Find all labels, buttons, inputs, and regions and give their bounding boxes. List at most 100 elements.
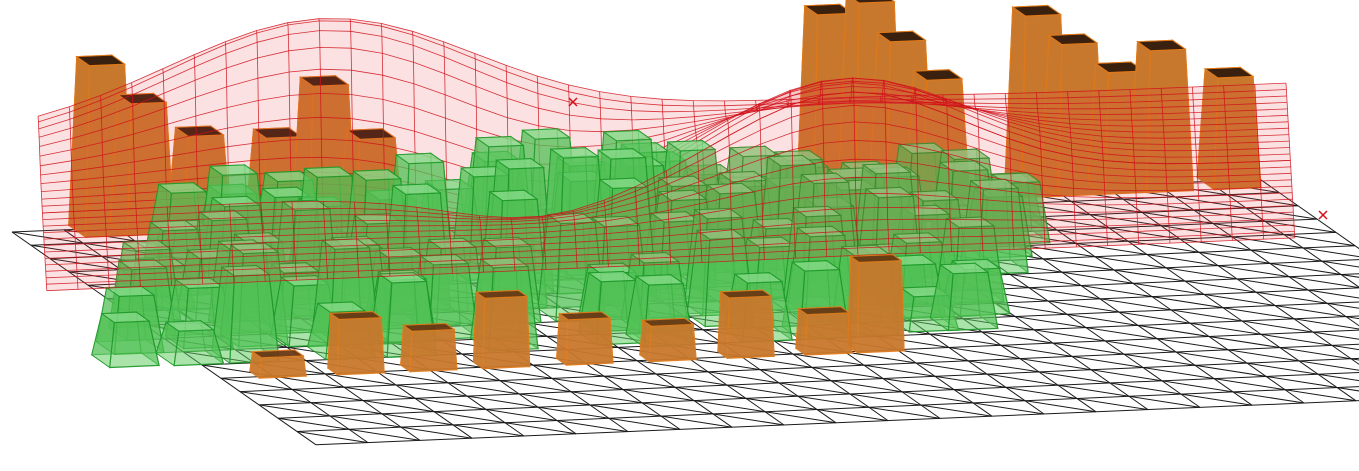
surface-cell bbox=[1256, 108, 1288, 117]
surface-cell bbox=[72, 195, 105, 205]
surface-cell bbox=[103, 184, 136, 196]
surface-cell bbox=[576, 253, 608, 262]
surface-cell bbox=[513, 250, 546, 258]
surface-cell bbox=[358, 263, 390, 271]
surface-cell bbox=[480, 224, 513, 230]
orange-column-front bbox=[847, 253, 905, 354]
surface-line bbox=[790, 104, 796, 259]
surface-cell bbox=[357, 256, 390, 265]
surface-cell bbox=[885, 141, 918, 164]
surface-cell bbox=[1007, 117, 1040, 127]
surface-cell bbox=[826, 248, 858, 257]
surface-cell bbox=[851, 86, 883, 94]
surface-line bbox=[822, 95, 828, 257]
surface-cell bbox=[1225, 110, 1257, 118]
surface-cell bbox=[791, 125, 824, 150]
surface-cell bbox=[1042, 194, 1075, 205]
surface-cell bbox=[261, 209, 293, 217]
surface-cell bbox=[412, 31, 444, 47]
surface-cell bbox=[194, 44, 226, 67]
prism-top-face bbox=[281, 199, 332, 212]
surface-cell bbox=[1166, 176, 1198, 184]
surface-cell bbox=[696, 120, 729, 142]
surface-cell bbox=[294, 240, 326, 248]
surface-cell bbox=[1105, 204, 1137, 213]
surface-cell bbox=[1226, 142, 1259, 150]
surface-cell bbox=[732, 252, 765, 261]
surface-cell bbox=[1263, 231, 1295, 240]
surface-cell bbox=[1162, 106, 1194, 114]
surface-cell bbox=[760, 117, 792, 145]
surface-cell bbox=[825, 208, 857, 222]
prism-top-face bbox=[912, 69, 964, 81]
prism-front-face bbox=[409, 328, 458, 373]
surface-cell bbox=[917, 163, 949, 184]
surface-cell bbox=[694, 113, 726, 122]
surface-cell bbox=[417, 220, 450, 226]
surface-cell bbox=[569, 115, 602, 132]
surface-cell bbox=[352, 118, 384, 146]
surface-line bbox=[1067, 91, 1073, 157]
surface-cell bbox=[758, 92, 790, 107]
surface-cell bbox=[263, 254, 296, 263]
surface-cell bbox=[794, 221, 826, 235]
surface-cell bbox=[918, 207, 951, 220]
surface-cell bbox=[288, 30, 320, 51]
surface-cell bbox=[1067, 90, 1100, 98]
surface-cell bbox=[506, 82, 539, 109]
surface-cell bbox=[1199, 214, 1232, 223]
surface-line bbox=[354, 201, 360, 278]
surface-cell bbox=[42, 218, 75, 227]
surface-cell bbox=[1199, 201, 1231, 210]
surface-cell bbox=[107, 254, 139, 263]
orange-column-front bbox=[400, 322, 458, 373]
surface-cell bbox=[326, 264, 359, 273]
surface-cell bbox=[793, 209, 826, 225]
surface-line bbox=[697, 153, 703, 263]
surface-cell bbox=[1074, 204, 1106, 213]
surface-cell bbox=[202, 276, 234, 285]
surface-cell bbox=[1135, 176, 1167, 184]
surface-cell bbox=[607, 252, 640, 261]
surface-cell bbox=[1131, 107, 1163, 115]
prism-top-face bbox=[864, 186, 915, 199]
surface-cell bbox=[387, 225, 419, 232]
surface-cell bbox=[319, 20, 351, 32]
surface-line bbox=[1192, 86, 1198, 164]
surface-cell bbox=[351, 94, 384, 124]
surface-cell bbox=[605, 208, 637, 221]
surface-cell bbox=[1198, 188, 1230, 197]
surface-cell bbox=[669, 232, 701, 244]
surface-cell bbox=[139, 266, 171, 274]
surface-cell bbox=[1037, 112, 1070, 119]
surface-cell bbox=[170, 271, 203, 279]
orange-column-front bbox=[639, 317, 697, 363]
surface-cell bbox=[542, 216, 575, 223]
surface-cell bbox=[1194, 117, 1226, 126]
surface-cell bbox=[450, 246, 483, 255]
surface-cell bbox=[230, 210, 262, 218]
surface-cell bbox=[822, 91, 854, 109]
surface-cell bbox=[731, 226, 764, 239]
surface-cell bbox=[1069, 114, 1101, 120]
surface-cell bbox=[227, 142, 260, 163]
surface-cell bbox=[170, 264, 203, 273]
surface-cell bbox=[822, 82, 854, 96]
prism-top-face bbox=[1203, 66, 1255, 79]
surface-cell bbox=[295, 259, 327, 268]
surface-cell bbox=[506, 65, 538, 83]
surface-cell bbox=[1200, 221, 1232, 229]
prism-top-face bbox=[251, 349, 305, 359]
surface-cell bbox=[793, 179, 825, 199]
surface-cell bbox=[670, 248, 702, 258]
prism-top-face bbox=[598, 177, 649, 189]
surface-cell bbox=[1231, 219, 1263, 228]
surface-cell bbox=[513, 243, 545, 252]
surface-cell bbox=[575, 240, 608, 249]
surface-cell bbox=[1227, 148, 1259, 157]
surface-cell bbox=[1261, 199, 1293, 207]
orange-column-front bbox=[795, 305, 853, 356]
prism-front-face bbox=[804, 312, 853, 356]
prism-top-face bbox=[590, 215, 641, 228]
surface-cell bbox=[631, 110, 664, 120]
